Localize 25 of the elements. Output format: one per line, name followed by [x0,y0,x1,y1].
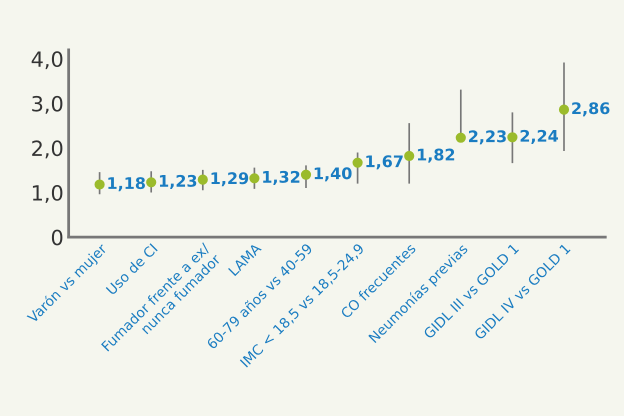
point [558,104,570,115]
y-tick-label: 0 [52,230,62,246]
data-label: 1,29 [212,172,248,186]
data-label: 2,24 [520,130,558,144]
point [146,177,156,188]
data-label: 2,86 [572,102,610,116]
point [352,158,363,168]
data-label: 1,82 [418,148,454,163]
y-tick-label: 4,0 [32,51,62,70]
point [94,179,105,190]
y-tick-label: 1,0 [32,185,62,203]
data-label: 1,23 [160,174,196,189]
point [300,170,312,180]
point [507,132,518,142]
data-label: 1,40 [314,167,352,182]
y-tick-label: 2,0 [32,140,62,158]
point [198,174,208,185]
data-label: 2,23 [469,130,506,144]
data-label: 1,67 [366,155,403,170]
point [456,132,466,143]
data-label: 1,32 [263,170,300,185]
point [249,173,260,184]
point [404,150,414,162]
y-tick-label: 3,0 [32,96,62,114]
data-label: 1,18 [108,177,145,192]
